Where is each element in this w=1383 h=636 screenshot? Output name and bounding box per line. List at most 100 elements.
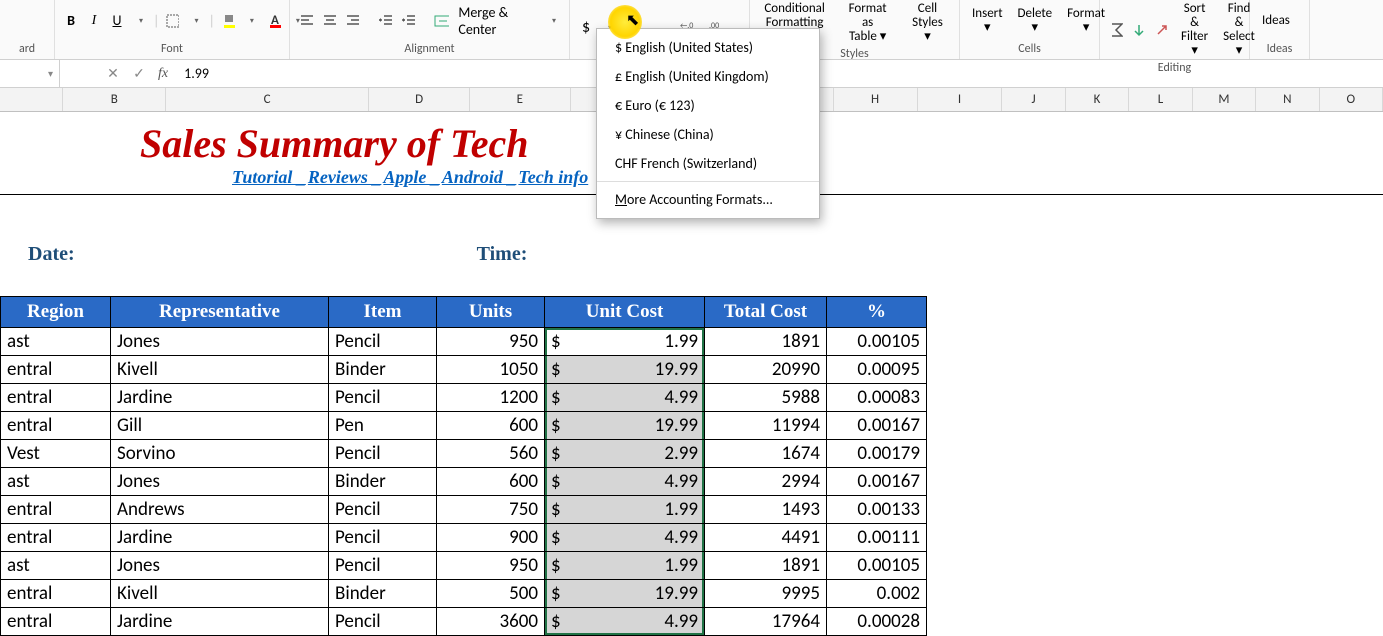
table-cell[interactable]: Sorvino xyxy=(111,440,329,468)
table-cell[interactable]: 600 xyxy=(437,468,545,496)
table-cell[interactable]: Gill xyxy=(111,412,329,440)
column-header[interactable]: J xyxy=(1002,88,1065,111)
table-cell[interactable]: 750 xyxy=(437,496,545,524)
table-cell[interactable]: 600 xyxy=(437,412,545,440)
table-cell[interactable]: entral xyxy=(1,496,111,524)
table-cell[interactable]: Jones xyxy=(111,328,329,356)
table-cell[interactable]: $19.99 xyxy=(545,412,705,440)
cancel-button[interactable]: ✕ xyxy=(100,65,126,82)
table-cell[interactable]: Jardine xyxy=(111,384,329,412)
merge-dropdown[interactable] xyxy=(543,9,563,33)
table-cell[interactable]: 950 xyxy=(437,328,545,356)
column-header[interactable]: M xyxy=(1193,88,1256,111)
table-cell[interactable]: entral xyxy=(1,580,111,608)
table-cell[interactable]: Kivell xyxy=(111,580,329,608)
column-header[interactable]: D xyxy=(369,88,470,111)
table-cell[interactable]: 0.00105 xyxy=(827,552,927,580)
table-cell[interactable]: $4.99 xyxy=(545,608,705,636)
table-cell[interactable]: 0.00133 xyxy=(827,496,927,524)
table-cell[interactable]: 560 xyxy=(437,440,545,468)
table-cell[interactable]: $2.99 xyxy=(545,440,705,468)
table-cell[interactable]: entral xyxy=(1,356,111,384)
table-cell[interactable]: Pencil xyxy=(329,440,437,468)
column-header[interactable] xyxy=(0,88,63,111)
table-cell[interactable]: Kivell xyxy=(111,356,329,384)
fill-color-dropdown[interactable] xyxy=(241,9,261,33)
column-header[interactable]: N xyxy=(1256,88,1319,111)
table-cell[interactable]: Pencil xyxy=(329,552,437,580)
dropdown-item[interactable]: € Euro (€ 123) xyxy=(597,91,819,120)
table-cell[interactable]: 9995 xyxy=(705,580,827,608)
table-cell[interactable]: 4491 xyxy=(705,524,827,552)
table-cell[interactable]: Jones xyxy=(111,552,329,580)
table-cell[interactable]: 0.00167 xyxy=(827,412,927,440)
borders-dropdown[interactable] xyxy=(185,9,205,33)
table-cell[interactable]: 20990 xyxy=(705,356,827,384)
table-cell[interactable]: 950 xyxy=(437,552,545,580)
table-cell[interactable]: $19.99 xyxy=(545,356,705,384)
column-header[interactable]: I xyxy=(918,88,1003,111)
table-cell[interactable]: 0.00083 xyxy=(827,384,927,412)
dropdown-item[interactable]: $ English (United States) xyxy=(597,33,819,62)
italic-button[interactable]: I xyxy=(84,9,104,33)
cell-styles-button[interactable]: CellStyles ▾ xyxy=(902,2,953,44)
table-cell[interactable]: Pencil xyxy=(329,608,437,636)
table-cell[interactable]: 0.00167 xyxy=(827,468,927,496)
table-cell[interactable]: entral xyxy=(1,412,111,440)
table-cell[interactable]: 11994 xyxy=(705,412,827,440)
table-cell[interactable]: Jardine xyxy=(111,524,329,552)
underline-dropdown[interactable] xyxy=(130,9,150,33)
table-cell[interactable]: entral xyxy=(1,608,111,636)
dropdown-item[interactable]: CHF French (Switzerland) xyxy=(597,149,819,178)
table-cell[interactable]: Binder xyxy=(329,468,437,496)
dropdown-item[interactable]: £ English (United Kingdom) xyxy=(597,62,819,91)
table-cell[interactable]: 0.00095 xyxy=(827,356,927,384)
merge-center-button[interactable]: Merge & Center xyxy=(455,9,540,33)
decrease-indent-button[interactable] xyxy=(375,9,395,33)
table-cell[interactable]: entral xyxy=(1,524,111,552)
fx-button[interactable]: fx xyxy=(152,66,174,82)
bold-button[interactable]: B xyxy=(61,9,81,33)
table-cell[interactable]: Pencil xyxy=(329,328,437,356)
column-header[interactable]: C xyxy=(166,88,369,111)
table-cell[interactable]: 0.00105 xyxy=(827,328,927,356)
table-cell[interactable]: 5988 xyxy=(705,384,827,412)
table-cell[interactable]: 1050 xyxy=(437,356,545,384)
enter-button[interactable]: ✓ xyxy=(126,65,152,82)
sort-filter-button[interactable]: Sort &Filter ▾ xyxy=(1175,2,1214,58)
table-cell[interactable]: $4.99 xyxy=(545,524,705,552)
table-cell[interactable]: Binder xyxy=(329,356,437,384)
table-cell[interactable]: Jones xyxy=(111,468,329,496)
name-box[interactable]: ▾ xyxy=(0,60,60,87)
column-header[interactable]: K xyxy=(1066,88,1129,111)
align-right-button[interactable] xyxy=(342,9,362,33)
table-cell[interactable]: 900 xyxy=(437,524,545,552)
accounting-format-button[interactable]: $ xyxy=(576,16,596,40)
table-cell[interactable]: 1200 xyxy=(437,384,545,412)
table-cell[interactable]: Jardine xyxy=(111,608,329,636)
table-cell[interactable]: 500 xyxy=(437,580,545,608)
increase-indent-button[interactable] xyxy=(398,9,418,33)
column-header[interactable]: B xyxy=(63,88,166,111)
clear-icon[interactable] xyxy=(1152,18,1172,42)
table-cell[interactable]: 0.00179 xyxy=(827,440,927,468)
table-cell[interactable]: ast xyxy=(1,468,111,496)
table-cell[interactable]: 1674 xyxy=(705,440,827,468)
underline-button[interactable]: U xyxy=(107,9,127,33)
table-cell[interactable]: $1.99 xyxy=(545,328,705,356)
merge-icon[interactable] xyxy=(431,9,453,33)
column-header[interactable]: L xyxy=(1129,88,1192,111)
table-cell[interactable]: $1.99 xyxy=(545,496,705,524)
table-cell[interactable]: entral xyxy=(1,384,111,412)
table-cell[interactable]: Pencil xyxy=(329,384,437,412)
column-header[interactable]: O xyxy=(1320,88,1383,111)
table-cell[interactable]: $1.99 xyxy=(545,552,705,580)
fill-icon[interactable] xyxy=(1129,18,1149,42)
table-cell[interactable]: 2994 xyxy=(705,468,827,496)
format-as-table-button[interactable]: Format asTable ▾ xyxy=(836,2,899,44)
table-cell[interactable]: $4.99 xyxy=(545,468,705,496)
table-cell[interactable]: Vest xyxy=(1,440,111,468)
column-header[interactable]: H xyxy=(834,88,918,111)
table-cell[interactable]: 0.00028 xyxy=(827,608,927,636)
table-cell[interactable]: 1891 xyxy=(705,552,827,580)
